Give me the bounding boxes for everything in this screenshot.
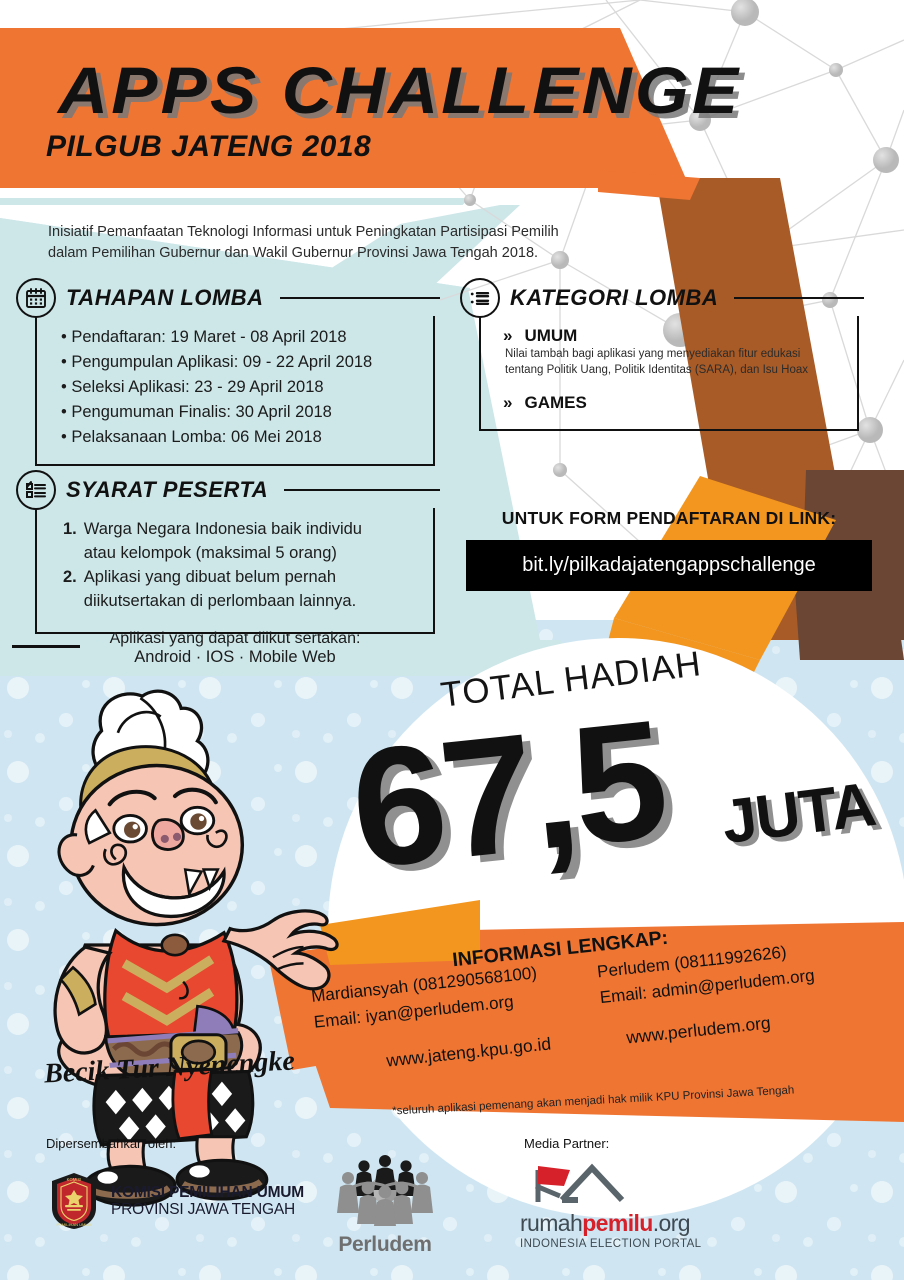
tahapan-rule <box>279 296 440 300</box>
kpu-logo-text: KOMISI PEMILIHAN UMUM PROVINSI JAWA TENG… <box>111 1184 304 1219</box>
kpu-line-2: PROVINSI JAWA TENGAH <box>111 1201 296 1218</box>
kategori-umum-desc: Nilai tambah bagi aplikasi yang menyedia… <box>505 346 845 379</box>
section-kategori-lomba: KATEGORI LOMBA » UMUM Nilai tambah bagi … <box>460 278 864 431</box>
total-prize-block: TOTAL HADIAH 67,5 JUTA <box>343 644 892 940</box>
kategori-title: KATEGORI LOMBA <box>510 285 719 310</box>
perludem-people-icon <box>337 1155 433 1226</box>
rp-word-org: .org <box>652 1210 691 1236</box>
kategori-box: » UMUM Nilai tambah bagi aplikasi yang m… <box>479 316 859 431</box>
section-syarat-peserta: SYARAT PESERTA 1. Warga Negara Indonesia… <box>16 470 440 634</box>
list-item: • Seleksi Aplikasi: 23 - 29 April 2018 <box>61 378 324 397</box>
syarat-rule <box>284 488 440 492</box>
platforms-line-1: Aplikasi yang dapat diikut sertakan: <box>109 630 361 647</box>
media-partner-label: Media Partner: <box>524 1136 610 1151</box>
rumahpemilu-house-flag-icon <box>535 1163 625 1203</box>
kategori-item-games: » GAMES <box>503 393 845 413</box>
chevron-double-right-icon: » <box>503 392 513 412</box>
kategori-umum-desc-line2: tentang Politik Uang, Politik Identitas … <box>505 364 808 377</box>
list-item: • Pengumuman Finalis: 30 April 2018 <box>61 403 332 422</box>
registration-link-url[interactable]: bit.ly/pilkadajatengappschallenge <box>466 540 872 591</box>
list-item: 1. Warga Negara Indonesia baik individu … <box>63 518 423 566</box>
syarat-2-line2: diikutsertakan di perlombaan lainnya. <box>83 591 357 610</box>
rumahpemilu-logo: rumahpemilu.org INDONESIA ELECTION PORTA… <box>520 1156 720 1250</box>
rp-word-rumah: rumah <box>520 1210 583 1236</box>
rp-word-pemilu: pemilu <box>582 1210 653 1236</box>
platforms-note: Aplikasi yang dapat diikut sertakan: And… <box>0 630 470 667</box>
section-tahapan-lomba: TAHAPAN LOMBA • Pendaftaran: 19 Maret - … <box>16 278 440 467</box>
syarat-box: 1. Warga Negara Indonesia baik individu … <box>35 508 435 634</box>
svg-text:KOMISI: KOMISI <box>67 1177 82 1182</box>
syarat-list: 1. Warga Negara Indonesia baik individu … <box>63 518 423 614</box>
list-item: • Pelaksanaan Lomba: 06 Mei 2018 <box>61 428 322 447</box>
prize-amount: 67,5 <box>343 684 672 904</box>
tahapan-header: TAHAPAN LOMBA <box>16 278 440 318</box>
page-subtitle: PILGUB JATENG 2018 <box>46 130 372 163</box>
syarat-1-line1: Warga Negara Indonesia baik individu <box>83 520 362 538</box>
page-title: APPS CHALLENGE <box>58 53 742 127</box>
registration-link-block: UNTUK FORM PENDAFTARAN DI LINK: bit.ly/p… <box>466 508 872 591</box>
prize-unit: JUTA <box>718 769 879 858</box>
syarat-1-line2: atau kelompok (maksimal 5 orang) <box>83 543 337 562</box>
kategori-umum-label: UMUM <box>524 326 578 345</box>
syarat-2-line1: Aplikasi yang dibuat belum pernah <box>83 567 337 586</box>
syarat-1-text: Warga Negara Indonesia baik individu ata… <box>84 518 362 566</box>
svg-text:PEMILIHAN UMUM: PEMILIHAN UMUM <box>56 1222 91 1227</box>
presented-by-label: Dipersembahkan oleh: <box>46 1136 177 1151</box>
kpu-line-1: KOMISI PEMILIHAN UMUM <box>111 1183 304 1201</box>
intro-paragraph: Inisiatif Pemanfaatan Teknologi Informas… <box>48 222 628 264</box>
kategori-umum-desc-line1: Nilai tambah bagi aplikasi yang menyedia… <box>505 348 801 360</box>
calendar-icon <box>16 278 56 318</box>
syarat-title: SYARAT PESERTA <box>66 477 269 502</box>
list-item: 2. Aplikasi yang dibuat belum pernah dii… <box>63 566 423 614</box>
list-icon <box>460 278 500 318</box>
kpu-emblem-icon: KOMISI PEMILIHAN UMUM <box>52 1173 96 1229</box>
tahapan-list: • Pendaftaran: 19 Maret - 08 April 2018 … <box>61 325 433 450</box>
tahapan-box: • Pendaftaran: 19 Maret - 08 April 2018 … <box>35 316 435 467</box>
perludem-wordmark: Perludem <box>338 1233 432 1256</box>
rumahpemilu-tagline: INDONESIA ELECTION PORTAL <box>520 1238 702 1250</box>
registration-link-label: UNTUK FORM PENDAFTARAN DI LINK: <box>501 508 837 528</box>
perludem-logo: Perludem <box>330 1152 440 1257</box>
checklist-icon <box>16 470 56 510</box>
syarat-2-number: 2. <box>63 567 77 586</box>
list-item: • Pengumpulan Aplikasi: 09 - 22 April 20… <box>61 353 373 372</box>
kpu-logo: KOMISI PEMILIHAN UMUM KOMISI PEMILIHAN U… <box>46 1172 304 1230</box>
syarat-2-text: Aplikasi yang dibuat belum pernah diikut… <box>84 566 356 614</box>
kategori-rule <box>734 296 864 300</box>
chevron-double-right-icon: » <box>503 326 513 345</box>
rumahpemilu-wordmark: rumahpemilu.org <box>520 1210 720 1237</box>
syarat-header: SYARAT PESERTA <box>16 470 440 510</box>
kategori-item-umum: » UMUM <box>503 326 845 346</box>
kategori-header: KATEGORI LOMBA <box>460 278 864 318</box>
kategori-games-label: GAMES <box>524 392 587 412</box>
intro-line-1: Inisiatif Pemanfaatan Teknologi Informas… <box>48 224 559 240</box>
intro-line-2: dalam Pemilihan Gubernur dan Wakil Guber… <box>48 245 539 262</box>
platforms-rule <box>12 645 80 648</box>
syarat-1-number: 1. <box>63 520 77 538</box>
list-item: • Pendaftaran: 19 Maret - 08 April 2018 <box>61 328 347 346</box>
platforms-line-2: Android · IOS · Mobile Web <box>134 648 336 666</box>
tahapan-title: TAHAPAN LOMBA <box>66 285 264 310</box>
